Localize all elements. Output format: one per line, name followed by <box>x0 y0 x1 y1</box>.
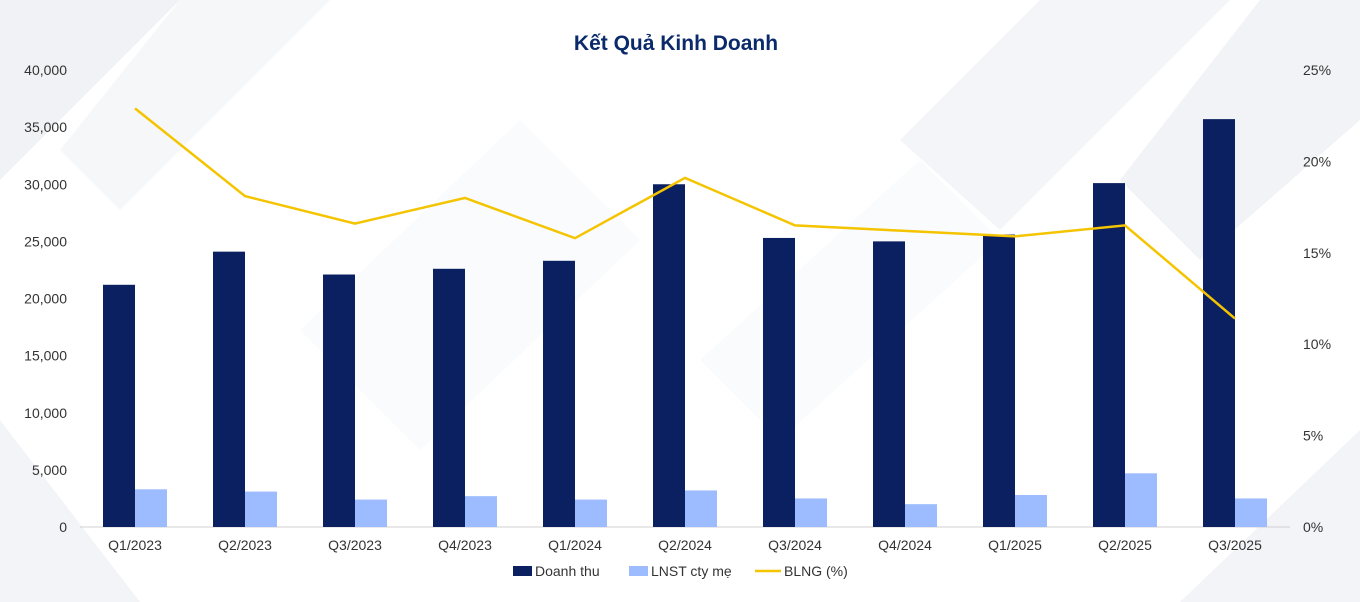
right-axis-tick-label: 25% <box>1303 62 1331 78</box>
left-axis-tick-label: 35,000 <box>24 119 67 135</box>
x-axis-tick-label: Q1/2023 <box>108 537 162 553</box>
doanh-thu-bar <box>103 284 135 527</box>
lnst-bar <box>685 490 717 527</box>
lnst-bar <box>1235 498 1267 527</box>
lnst-bar <box>575 499 607 527</box>
bars-group <box>103 119 1267 528</box>
left-axis-tick-label: 0 <box>59 519 67 535</box>
doanh-thu-bar <box>763 237 795 527</box>
right-axis-tick-label: 5% <box>1303 428 1323 444</box>
legend-label: BLNG (%) <box>784 563 848 579</box>
x-axis-ticks: Q1/2023 Q2/2023 Q3/2023 Q4/2023 Q1/2024 Q2/20… <box>108 537 1262 553</box>
x-axis-tick-label: Q2/2025 <box>1098 537 1152 553</box>
x-axis-tick-label: Q3/2023 <box>328 537 382 553</box>
left-axis-tick-label: 5,000 <box>32 462 67 478</box>
x-axis-tick-label: Q3/2024 <box>768 537 822 553</box>
right-axis-ticks: 0% 5% 10% 15% 20% 25% <box>1303 62 1331 535</box>
x-axis-tick-label: Q2/2023 <box>218 537 272 553</box>
x-axis-tick-label: Q1/2024 <box>548 537 602 553</box>
right-axis-tick-label: 10% <box>1303 336 1331 352</box>
blng-line-group <box>134 107 1236 320</box>
left-axis-tick-label: 15,000 <box>24 348 67 364</box>
doanh-thu-bar <box>1093 183 1125 528</box>
doanh-thu-bar <box>433 268 465 527</box>
x-axis-tick-label: Q4/2023 <box>438 537 492 553</box>
right-axis-tick-label: 20% <box>1303 153 1331 169</box>
lnst-bar <box>905 504 937 527</box>
left-axis-tick-label: 40,000 <box>24 62 67 78</box>
lnst-bar <box>245 491 277 527</box>
legend-bar-swatch <box>629 566 648 576</box>
lnst-bar <box>1125 473 1157 527</box>
x-axis-tick-label: Q3/2025 <box>1208 537 1262 553</box>
lnst-bar <box>355 499 387 527</box>
legend-label: Doanh thu <box>535 563 600 579</box>
x-axis-tick-label: Q2/2024 <box>658 537 712 553</box>
x-axis-tick-label: Q1/2025 <box>988 537 1042 553</box>
lnst-bar <box>1015 495 1047 527</box>
left-axis-tick-label: 10,000 <box>24 405 67 421</box>
x-axis-tick-label: Q4/2024 <box>878 537 932 553</box>
lnst-bar <box>795 498 827 527</box>
doanh-thu-bar <box>653 184 685 527</box>
doanh-thu-bar <box>1203 119 1235 527</box>
right-axis-tick-label: 0% <box>1303 519 1323 535</box>
legend: Doanh thu LNST cty mẹ BLNG (%) <box>513 563 848 579</box>
left-axis-ticks: 0 5,000 10,000 15,000 20,000 25,000 30,000 35,0… <box>24 62 67 535</box>
doanh-thu-bar <box>323 274 355 527</box>
left-axis-tick-label: 20,000 <box>24 291 67 307</box>
lnst-bar <box>135 489 167 527</box>
chart-title: Kết Quả Kinh Doanh <box>574 32 778 55</box>
doanh-thu-bar <box>213 251 245 527</box>
doanh-thu-bar <box>873 241 905 527</box>
right-axis-tick-label: 15% <box>1303 245 1331 261</box>
left-axis-tick-label: 30,000 <box>24 176 67 192</box>
legend-label: LNST cty mẹ <box>651 563 732 579</box>
doanh-thu-bar <box>983 234 1015 527</box>
left-axis-tick-label: 25,000 <box>24 233 67 249</box>
legend-bar-swatch <box>513 566 532 576</box>
lnst-bar <box>465 496 497 527</box>
doanh-thu-bar <box>543 260 575 527</box>
